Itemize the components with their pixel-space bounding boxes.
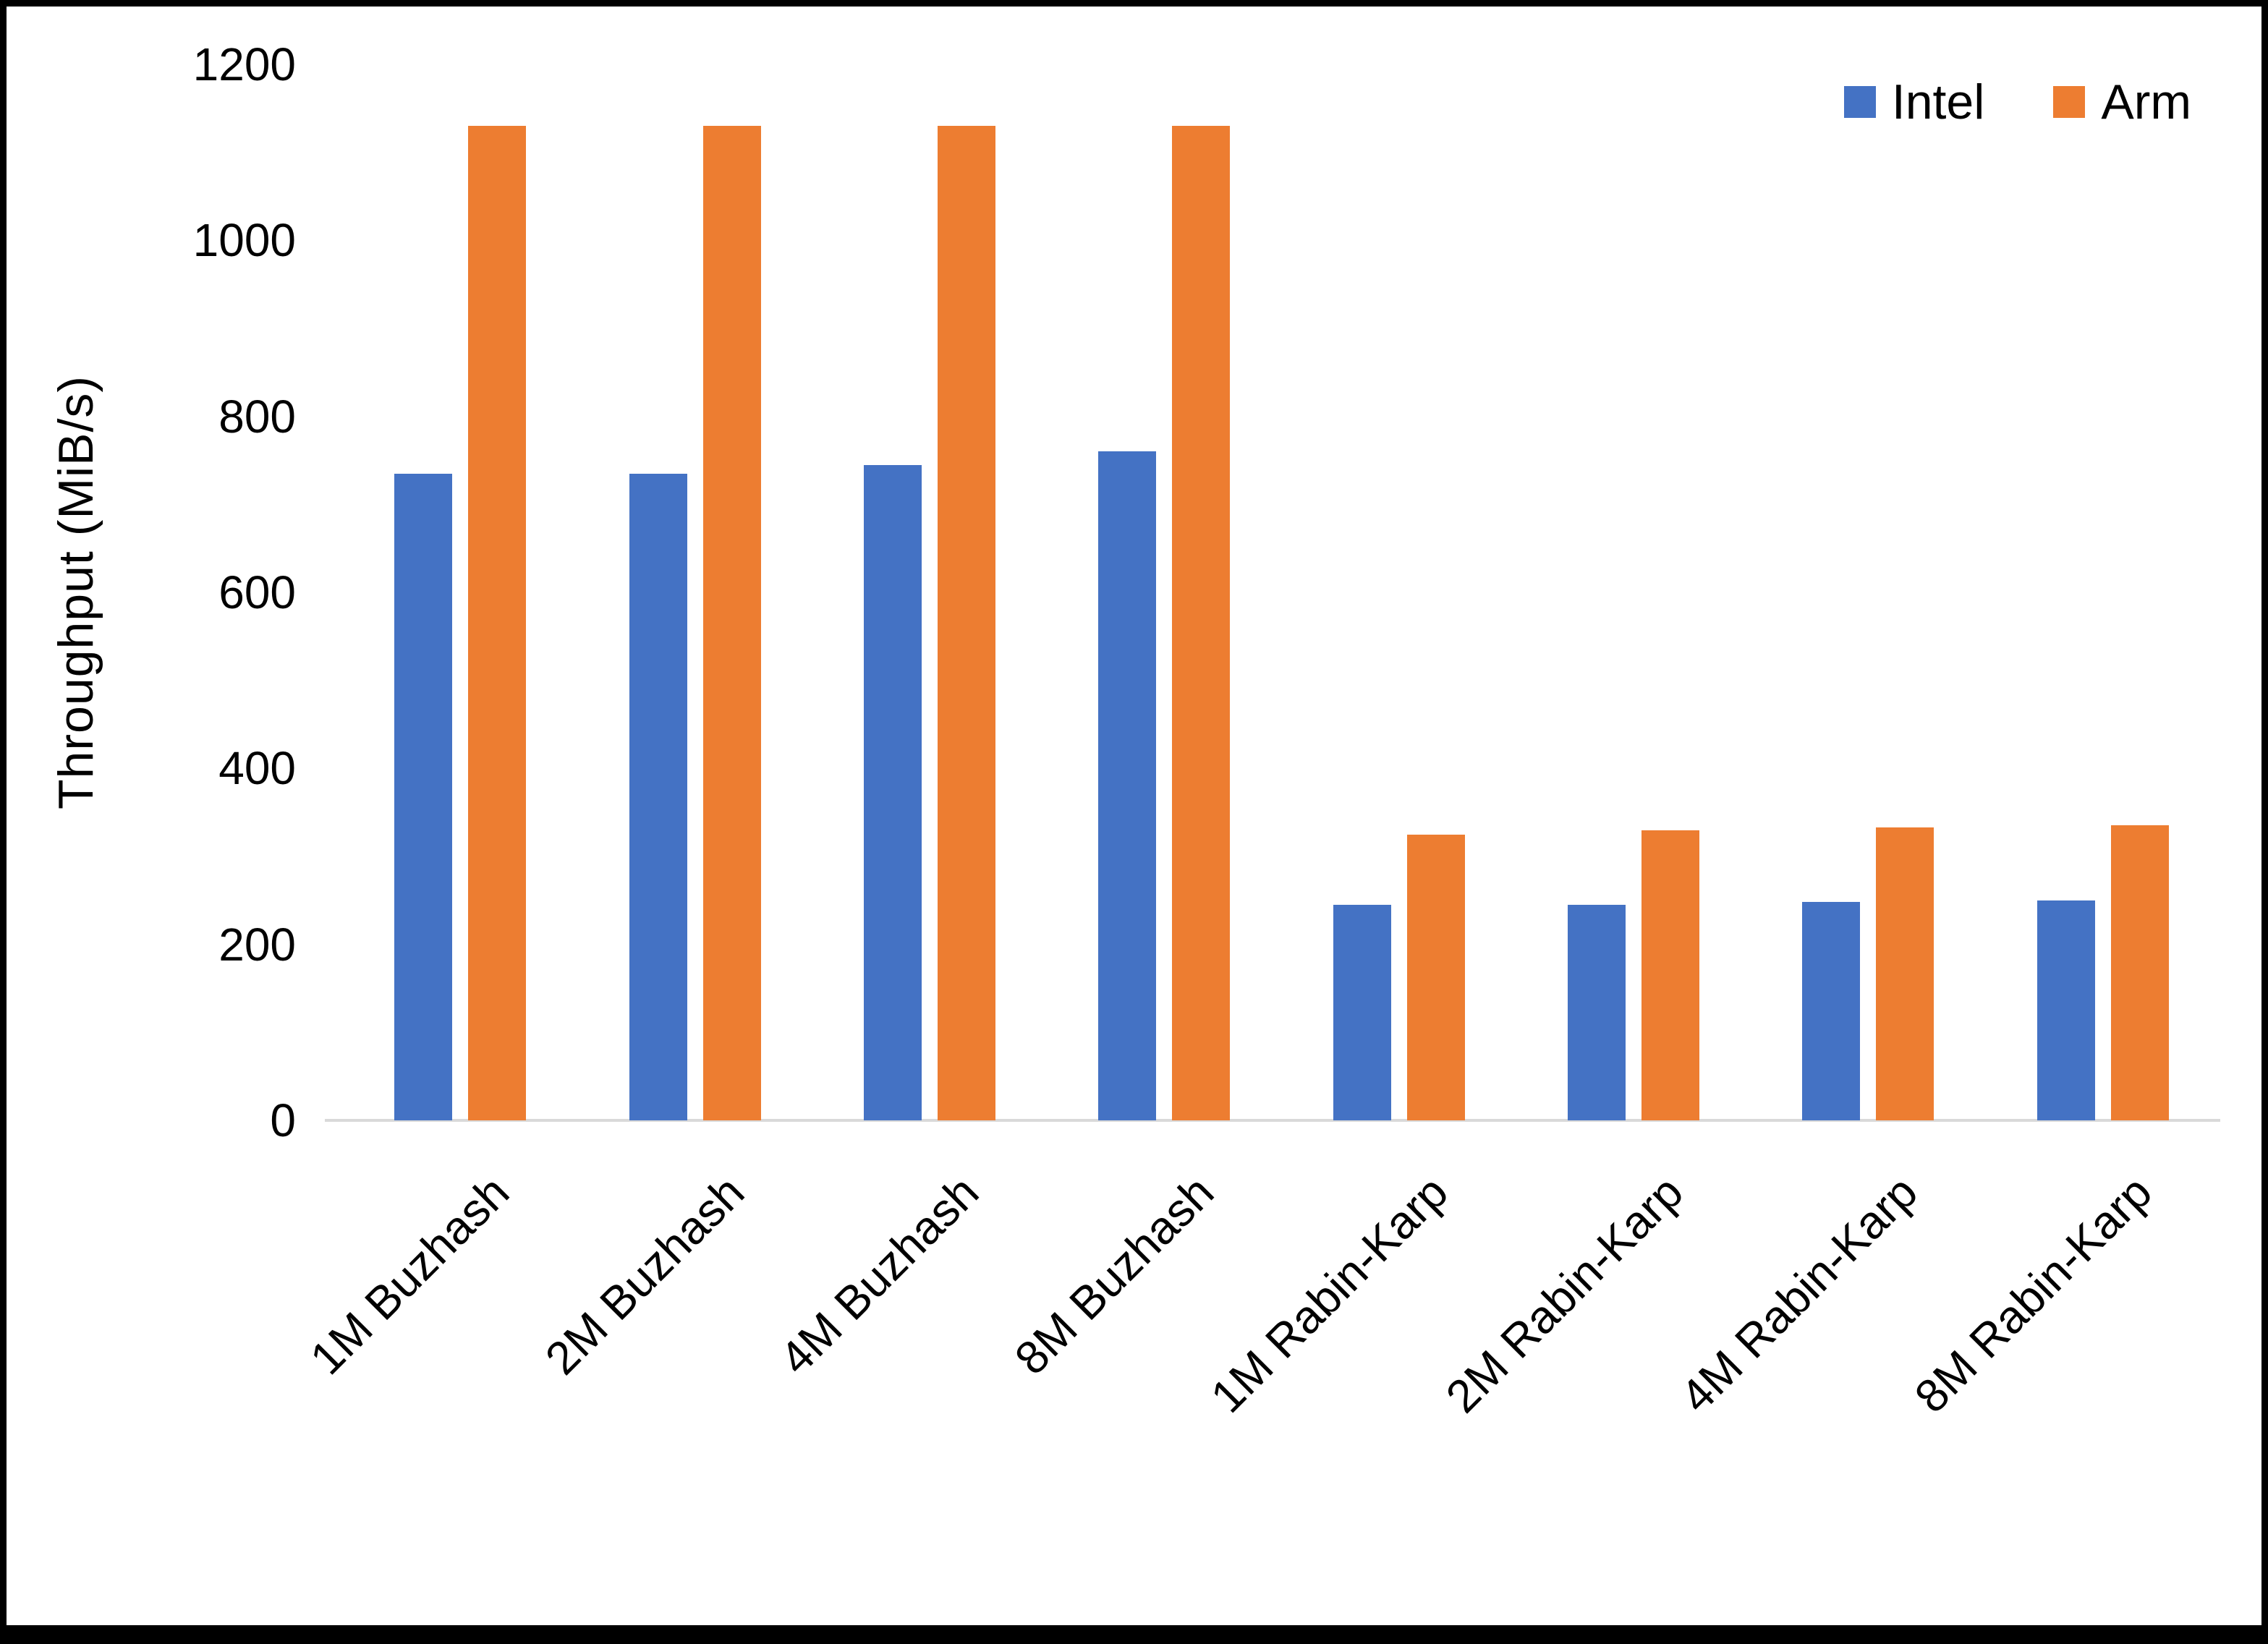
bar-group [1568, 64, 1700, 1120]
x-axis-label: 8M Buzhash [1004, 1165, 1223, 1385]
x-axis-label: 1M Buzhash [300, 1165, 519, 1385]
y-tick-label: 800 [218, 390, 296, 443]
y-axis-title: Throughput (MiB/s) [48, 375, 103, 809]
x-axis-label: 4M Rabin-Karp [1670, 1165, 1928, 1423]
y-tick-label: 400 [218, 742, 296, 795]
bar-intel [1333, 904, 1391, 1120]
bar-group [1098, 64, 1231, 1120]
bar-intel [1098, 451, 1157, 1120]
bar-group [1802, 64, 1934, 1120]
bar-arm [1406, 834, 1465, 1120]
x-axis-labels: 1M Buzhash 2M Buzhash 4M Buzhash 8M Buzhash… [300, 1139, 2220, 1544]
y-tick-label: 200 [218, 918, 296, 971]
bar-intel [394, 473, 453, 1120]
bar-intel [1568, 904, 1626, 1120]
legend-item-intel: Intel [1843, 74, 1985, 129]
bar-arm [2110, 825, 2169, 1120]
bar-intel [2036, 900, 2095, 1120]
bar-group [1333, 64, 1465, 1120]
legend-label: Arm [2101, 74, 2191, 129]
y-tick-label: 1000 [192, 214, 296, 267]
bar-arm [702, 126, 761, 1120]
legend-swatch-icon [2053, 86, 2086, 118]
bar-group [2036, 64, 2169, 1120]
legend-item-arm: Arm [2053, 77, 2191, 127]
bar-arm [1172, 126, 1231, 1120]
x-axis-label: 8M Rabin-Karp [1905, 1165, 2162, 1423]
bar-arm [468, 126, 527, 1120]
bar-group [394, 64, 527, 1120]
y-tick-label: 1200 [192, 38, 296, 90]
y-tick-label: 600 [218, 566, 296, 618]
x-axis-line [325, 1119, 2220, 1122]
x-axis-label: 1M Rabin-Karp [1201, 1165, 1458, 1423]
bar-arm [937, 126, 995, 1120]
y-axis-ticks: 0 200 400 600 800 1000 1200 [108, 38, 296, 1146]
x-axis-label: 4M Buzhash [770, 1165, 989, 1385]
legend-swatch-icon [1843, 86, 1876, 118]
bar-arm [1641, 830, 1700, 1120]
legend: Intel Arm [1843, 74, 2191, 129]
bar-intel [1802, 902, 1861, 1120]
x-axis-label: 2M Rabin-Karp [1435, 1165, 1693, 1423]
bar-intel [629, 473, 687, 1120]
bar-arm [1876, 827, 1934, 1120]
y-tick-label: 0 [270, 1094, 296, 1146]
x-axis-label: 2M Buzhash [535, 1165, 755, 1385]
bar-intel [863, 464, 922, 1120]
bar-group [629, 64, 761, 1120]
legend-label: Intel [1891, 74, 1985, 129]
plot-area: Intel Arm [325, 64, 2220, 1122]
bar-group [863, 64, 995, 1120]
